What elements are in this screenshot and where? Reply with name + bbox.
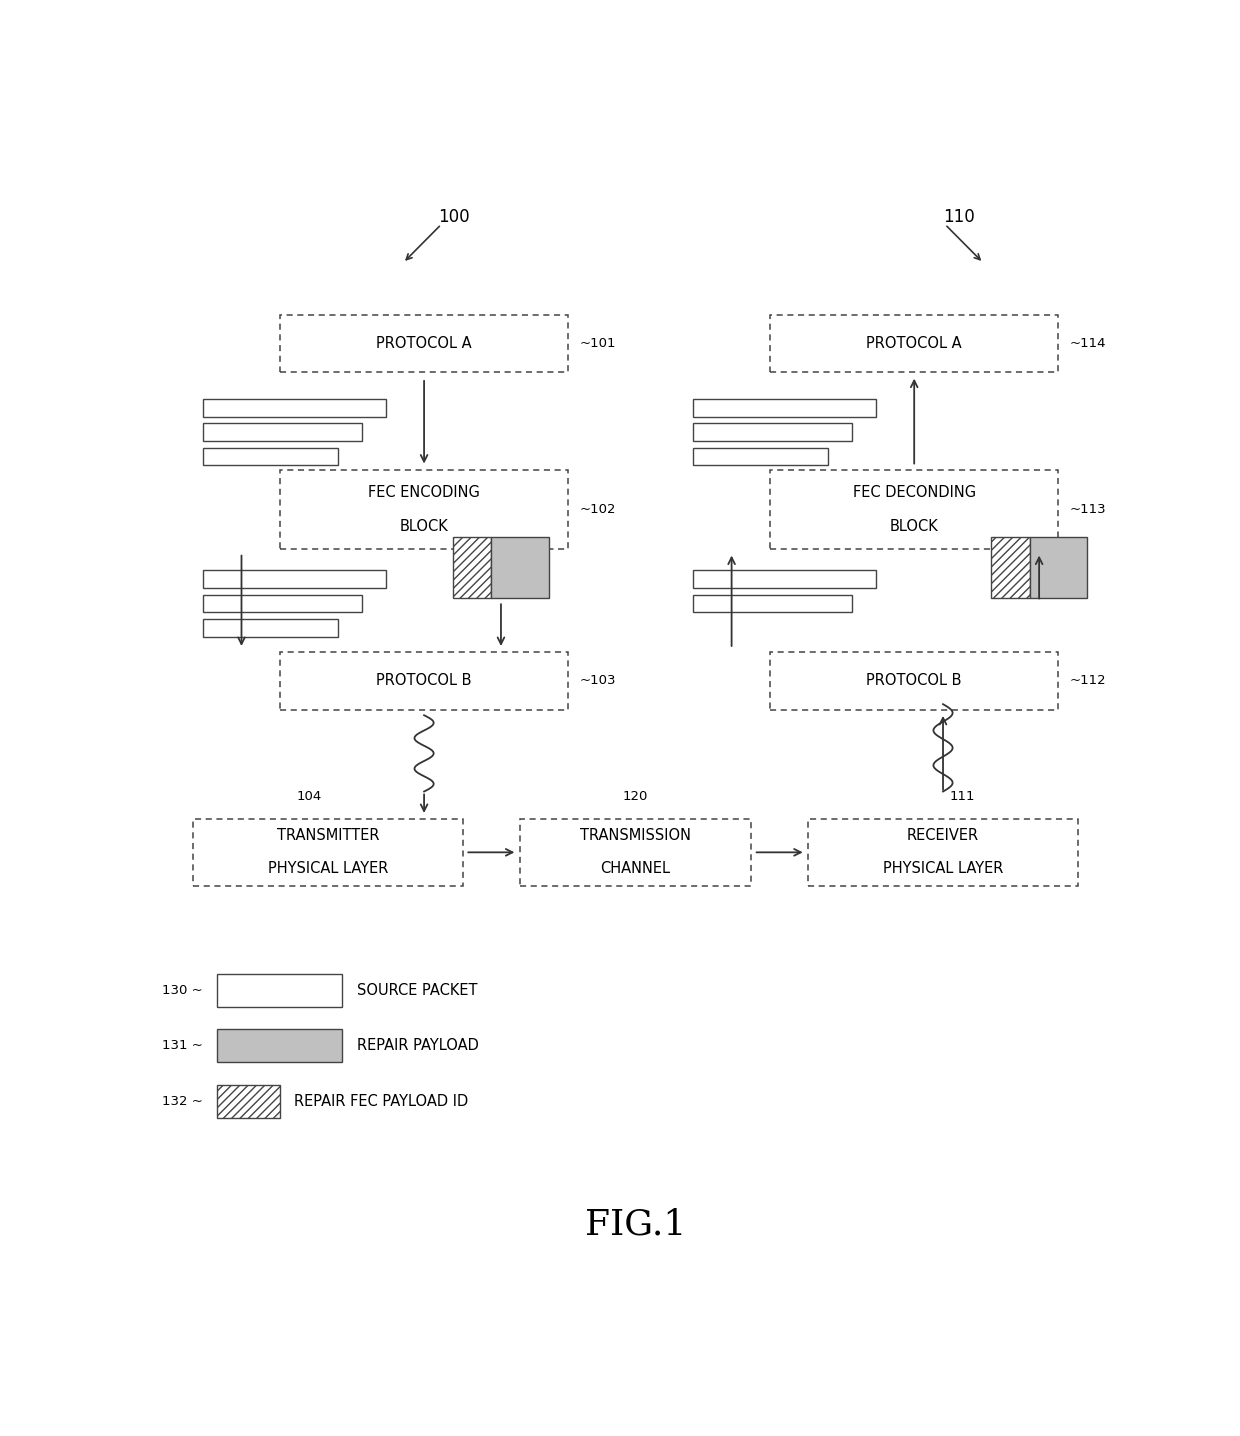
Bar bbox=[693, 424, 852, 441]
Text: ~101: ~101 bbox=[580, 337, 616, 350]
Bar bbox=[693, 595, 852, 612]
Bar bbox=[453, 537, 491, 597]
Bar bbox=[808, 819, 1078, 886]
Bar bbox=[1029, 537, 1087, 597]
Text: FIG.1: FIG.1 bbox=[585, 1208, 686, 1242]
Text: RECEIVER: RECEIVER bbox=[906, 829, 980, 843]
Text: ~114: ~114 bbox=[1070, 337, 1106, 350]
Text: PHYSICAL LAYER: PHYSICAL LAYER bbox=[268, 862, 388, 876]
Bar bbox=[280, 652, 568, 709]
Text: BLOCK: BLOCK bbox=[399, 518, 449, 534]
Bar bbox=[217, 974, 342, 1007]
Bar bbox=[280, 470, 568, 550]
Text: ~112: ~112 bbox=[1070, 675, 1106, 688]
Text: ~102: ~102 bbox=[580, 503, 616, 516]
Text: BLOCK: BLOCK bbox=[890, 518, 939, 534]
Bar bbox=[770, 314, 1058, 372]
Text: FEC DECONDING: FEC DECONDING bbox=[853, 485, 976, 501]
Bar bbox=[770, 470, 1058, 550]
Text: PHYSICAL LAYER: PHYSICAL LAYER bbox=[883, 862, 1003, 876]
Bar bbox=[217, 1084, 280, 1117]
Text: REPAIR PAYLOAD: REPAIR PAYLOAD bbox=[357, 1038, 479, 1054]
Text: PROTOCOL B: PROTOCOL B bbox=[867, 673, 962, 688]
Bar bbox=[521, 819, 751, 886]
Text: 130 ~: 130 ~ bbox=[162, 984, 203, 997]
Bar bbox=[991, 537, 1029, 597]
Bar bbox=[491, 537, 549, 597]
Bar bbox=[203, 595, 362, 612]
Text: ~103: ~103 bbox=[580, 675, 616, 688]
Text: 104: 104 bbox=[296, 790, 321, 803]
Bar bbox=[280, 314, 568, 372]
Text: TRANSMITTER: TRANSMITTER bbox=[277, 829, 379, 843]
Bar bbox=[693, 448, 828, 465]
Text: CHANNEL: CHANNEL bbox=[600, 862, 671, 876]
Bar bbox=[193, 819, 463, 886]
Bar bbox=[693, 570, 875, 589]
Text: PROTOCOL A: PROTOCOL A bbox=[376, 336, 472, 352]
Bar bbox=[203, 448, 337, 465]
Text: PROTOCOL B: PROTOCOL B bbox=[376, 673, 472, 688]
Bar bbox=[203, 619, 337, 636]
Bar bbox=[203, 424, 362, 441]
Text: 132 ~: 132 ~ bbox=[162, 1094, 203, 1107]
Text: TRANSMISSION: TRANSMISSION bbox=[580, 829, 691, 843]
Bar bbox=[693, 399, 875, 416]
Text: REPAIR FEC PAYLOAD ID: REPAIR FEC PAYLOAD ID bbox=[294, 1094, 469, 1109]
Text: 111: 111 bbox=[950, 790, 975, 803]
Text: FEC ENCODING: FEC ENCODING bbox=[368, 485, 480, 501]
Text: 100: 100 bbox=[439, 208, 470, 225]
Text: SOURCE PACKET: SOURCE PACKET bbox=[357, 984, 477, 998]
Bar bbox=[203, 399, 386, 416]
Text: 131 ~: 131 ~ bbox=[162, 1040, 203, 1053]
Bar bbox=[217, 1030, 342, 1063]
Text: ~113: ~113 bbox=[1070, 503, 1106, 516]
Text: 120: 120 bbox=[622, 790, 649, 803]
Bar bbox=[770, 652, 1058, 709]
Text: PROTOCOL A: PROTOCOL A bbox=[867, 336, 962, 352]
Text: 110: 110 bbox=[942, 208, 975, 225]
Bar bbox=[203, 570, 386, 589]
